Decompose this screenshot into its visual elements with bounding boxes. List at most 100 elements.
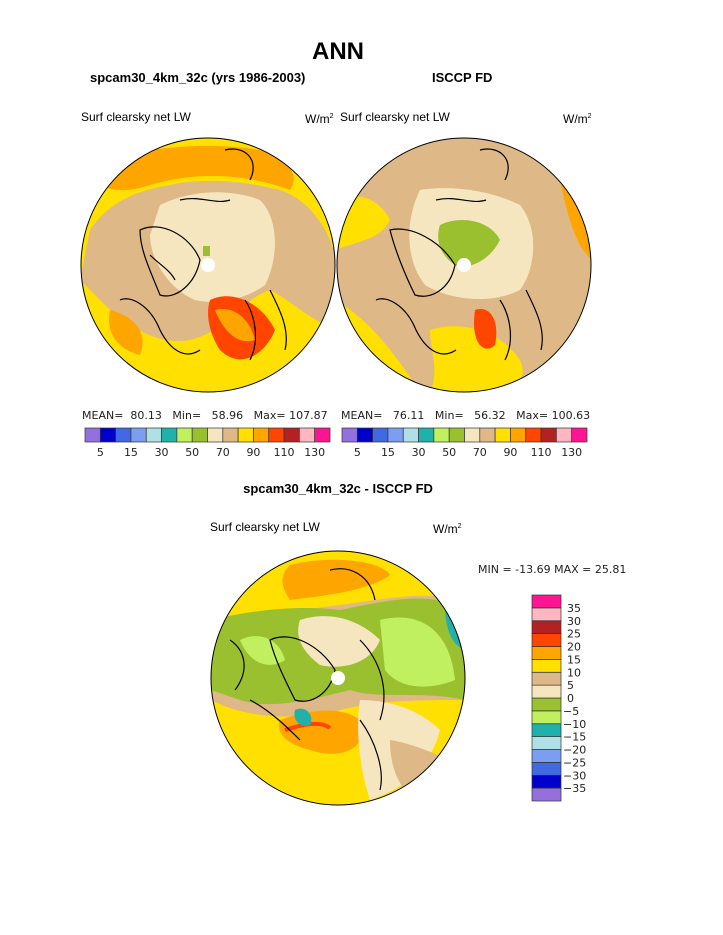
units-sup: 2 — [457, 523, 462, 530]
panel2-variable: Surf clearsky net LW — [340, 110, 450, 124]
colorbar-box — [531, 646, 562, 660]
colorbar-box — [299, 427, 316, 443]
colorbar-box — [531, 620, 562, 634]
colorbar-tick-label: 90 — [503, 446, 517, 459]
colorbar-box — [531, 671, 562, 686]
panel2-units: W/m2 — [563, 112, 592, 126]
colorbar-box — [479, 427, 496, 443]
colorbar-box — [161, 427, 178, 443]
colorbar-box — [510, 427, 527, 443]
colorbar-box — [145, 427, 162, 443]
colorbar-box — [531, 736, 562, 750]
colorbar-tick-label: −30 — [563, 769, 586, 782]
colorbar-box — [464, 427, 481, 443]
units-text: W/m — [563, 112, 588, 126]
max-label: Max= — [253, 409, 286, 422]
colorbar-box — [222, 427, 239, 443]
colorbar-box — [525, 427, 542, 443]
colorbar-box — [99, 427, 116, 443]
colorbar-box — [341, 427, 358, 443]
panel1-units: W/m2 — [305, 112, 334, 126]
colorbar-box — [531, 723, 562, 737]
colorbar-tick-label: −15 — [563, 731, 586, 744]
colorbar-tick-label: −20 — [563, 744, 586, 757]
colorbar-tick-label: 110 — [274, 446, 295, 459]
colorbar-box — [115, 427, 132, 443]
panel1-variable: Surf clearsky net LW — [81, 110, 191, 124]
max-value: 107.87 — [289, 409, 328, 422]
min-value: 56.32 — [474, 409, 506, 422]
colorbar-box — [531, 594, 562, 609]
mean-label: MEAN= — [82, 409, 124, 422]
colorbar-tick-label: −35 — [563, 782, 586, 795]
colorbar-tick-label: −10 — [563, 718, 586, 731]
diff-minmax: MIN = -13.69 MAX = 25.81 — [478, 563, 627, 576]
mean-label: MEAN= — [341, 409, 383, 422]
colorbar-box — [531, 710, 562, 725]
colorbar-box — [571, 427, 588, 443]
units-text: W/m — [433, 522, 458, 536]
colorbar-tick-label: 70 — [216, 446, 230, 459]
colorbar-tick-label: 50 — [185, 446, 199, 459]
colorbar-box — [130, 427, 147, 443]
colorbar-box — [531, 659, 562, 673]
colorbar-tick-label: 25 — [567, 628, 581, 641]
colorbar-box — [494, 427, 511, 443]
panel1-subtitle: spcam30_4km_32c (yrs 1986-2003) — [90, 70, 306, 85]
colorbar-box — [531, 749, 562, 763]
colorbar-box — [84, 427, 101, 443]
colorbar-box — [448, 427, 465, 443]
colorbar-tick-label: 10 — [567, 666, 581, 679]
colorbar-box — [540, 427, 557, 443]
colorbar-tick-label: 15 — [381, 446, 395, 459]
colorbar-tick-label: 130 — [561, 446, 582, 459]
colorbar-box — [531, 633, 562, 647]
panel2-stats: MEAN= 76.11 Min= 56.32 Max= 100.63 — [341, 409, 590, 422]
colorbar-box — [433, 427, 450, 443]
min-value: 58.96 — [211, 409, 244, 422]
mean-value: 80.13 — [130, 409, 162, 422]
colorbars: 5 15 30 50 70 90 110 130 5 15 30 50 70 90 110 130−35−30… — [84, 427, 588, 802]
panel2-subtitle: ISCCP FD — [432, 70, 493, 85]
mean-value: 76.11 — [392, 409, 425, 422]
diff-variable: Surf clearsky net LW — [210, 520, 320, 534]
map-difference — [211, 551, 465, 805]
colorbar-tick-label: 5 — [354, 446, 361, 459]
colorbar-box — [531, 787, 562, 802]
colorbar-box — [531, 774, 562, 789]
colorbar-box — [356, 427, 373, 443]
min-label: Min= — [172, 409, 202, 422]
diff-title: spcam30_4km_32c - ISCCP FD — [243, 481, 433, 496]
colorbar-box — [207, 427, 224, 443]
diff-units: W/m2 — [433, 522, 462, 536]
units-sup: 2 — [329, 113, 334, 120]
colorbar-tick-label: 5 — [97, 446, 104, 459]
colorbar-tick-label: 35 — [567, 602, 581, 615]
colorbar-box — [268, 427, 285, 443]
colorbar-box — [314, 427, 331, 443]
colorbar-box — [531, 697, 562, 712]
units-text: W/m — [305, 112, 330, 126]
colorbar-box — [402, 427, 419, 443]
colorbar-box — [531, 684, 562, 699]
colorbar-tick-label: 20 — [567, 641, 581, 654]
colorbar-box — [283, 427, 300, 443]
colorbar-tick-label: 15 — [124, 446, 138, 459]
map-model — [81, 138, 335, 392]
colorbar-box — [556, 427, 573, 443]
colorbar-tick-label: 30 — [567, 615, 581, 628]
colorbar-box — [531, 607, 562, 622]
panel1-stats: MEAN= 80.13 Min= 58.96 Max= 107.87 — [82, 409, 328, 422]
colorbar-tick-label: 5 — [567, 679, 574, 692]
min-label: Min= — [434, 409, 464, 422]
colorbar-tick-label: 30 — [412, 446, 426, 459]
colorbar-box — [418, 427, 435, 443]
units-sup: 2 — [587, 113, 592, 120]
colorbar-tick-label: −5 — [563, 705, 579, 718]
colorbar-box — [387, 427, 404, 443]
colorbar-tick-label: 0 — [567, 692, 574, 705]
colorbar-box — [531, 762, 562, 776]
colorbar-tick-label: 15 — [567, 653, 581, 666]
